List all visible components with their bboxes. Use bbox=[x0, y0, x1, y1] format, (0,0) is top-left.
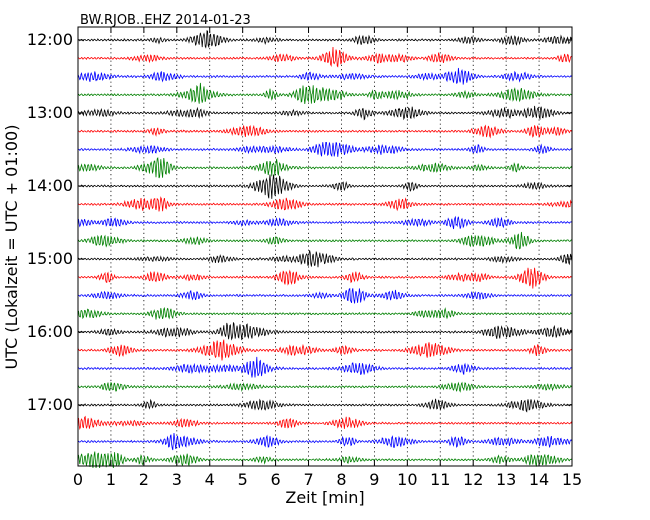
trace-line bbox=[77, 381, 573, 393]
trace-line bbox=[77, 432, 573, 451]
y-tick-label: 15:00 bbox=[27, 249, 73, 268]
x-axis-label: Zeit [min] bbox=[285, 488, 364, 507]
x-tick-label: 3 bbox=[172, 470, 182, 489]
axis-ticks: 0 1 2 3 4 5 6 7 8 9 10 11 12 13 14 1512:0013:0014:0015:… bbox=[27, 27, 582, 489]
trace-line bbox=[77, 141, 573, 158]
trace-line bbox=[77, 231, 573, 250]
x-tick-label: 10 bbox=[397, 470, 417, 489]
trace-line bbox=[77, 398, 573, 413]
y-tick-label: 12:00 bbox=[27, 30, 73, 49]
x-tick-label: 13 bbox=[496, 470, 516, 489]
trace-line bbox=[77, 67, 573, 85]
x-tick-label: 4 bbox=[205, 470, 215, 489]
trace-line bbox=[77, 322, 573, 341]
plot-frame bbox=[77, 26, 573, 467]
trace-line bbox=[77, 196, 573, 212]
x-tick-label: 11 bbox=[430, 470, 450, 489]
x-tick-label: 5 bbox=[238, 470, 248, 489]
x-tick-label: 2 bbox=[139, 470, 149, 489]
x-tick-label: 14 bbox=[529, 470, 549, 489]
chart-title: BW.RJOB..EHZ 2014-01-23 bbox=[80, 13, 251, 28]
trace-line bbox=[77, 215, 573, 230]
y-tick-label: 16:00 bbox=[27, 322, 73, 341]
trace-line bbox=[77, 30, 573, 49]
trace-line bbox=[77, 250, 573, 268]
trace-line bbox=[77, 307, 573, 320]
x-tick-label: 9 bbox=[369, 470, 379, 489]
x-tick-label: 1 bbox=[106, 470, 116, 489]
x-tick-label: 12 bbox=[463, 470, 483, 489]
seismic-traces bbox=[77, 30, 573, 469]
trace-line bbox=[77, 356, 573, 378]
trace-line bbox=[77, 82, 573, 105]
trace-line bbox=[77, 451, 573, 469]
trace-line bbox=[77, 339, 573, 361]
trace-line bbox=[77, 174, 573, 199]
x-tick-label: 15 bbox=[562, 470, 582, 489]
trace-line bbox=[77, 157, 573, 179]
trace-line bbox=[77, 267, 572, 289]
y-tick-label: 13:00 bbox=[27, 103, 73, 122]
x-tick-label: 6 bbox=[271, 470, 281, 489]
y-tick-label: 14:00 bbox=[27, 176, 73, 195]
trace-line bbox=[77, 124, 573, 139]
trace-line bbox=[77, 105, 573, 121]
x-tick-label: 8 bbox=[336, 470, 346, 489]
grid-lines bbox=[110, 27, 540, 466]
trace-line bbox=[77, 415, 573, 431]
trace-line bbox=[77, 287, 572, 304]
y-tick-label: 17:00 bbox=[27, 395, 73, 414]
x-tick-label: 7 bbox=[303, 470, 313, 489]
trace-line bbox=[77, 46, 573, 68]
x-tick-label: 0 bbox=[73, 470, 83, 489]
y-axis-label: UTC (Lokalzeit = UTC + 01:00) bbox=[2, 125, 21, 370]
